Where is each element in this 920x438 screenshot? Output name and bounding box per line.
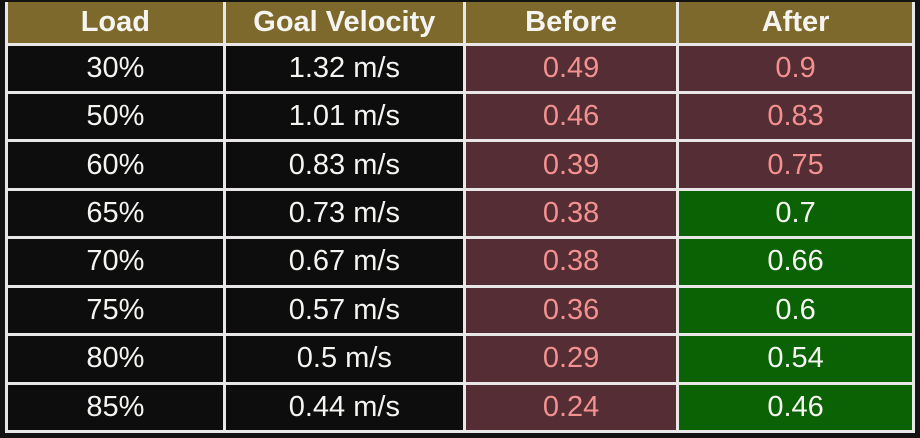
after-cell: 0.7 [676,187,915,240]
table-row: 80% 0.5 m/s 0.29 0.54 [5,333,915,385]
after-cell: 0.9 [676,42,915,94]
before-cell: 0.46 [463,90,680,143]
column-header-after: After [676,2,915,46]
table-row: 50% 1.01 m/s 0.46 0.83 [5,90,915,143]
load-cell: 60% [5,139,226,191]
goal-cell: 0.57 m/s [222,284,467,337]
table-row: 75% 0.57 m/s 0.36 0.6 [5,284,915,337]
table-row: 30% 1.32 m/s 0.49 0.9 [5,42,915,94]
load-cell: 70% [5,236,226,288]
after-cell: 0.46 [676,381,915,434]
table-row: 70% 0.67 m/s 0.38 0.66 [5,236,915,288]
goal-cell: 0.67 m/s [222,236,467,288]
before-cell: 0.38 [463,236,680,288]
goal-cell: 0.44 m/s [222,381,467,434]
before-cell: 0.29 [463,333,680,385]
velocity-table: Load Goal Velocity Before After 30% 1.32… [5,2,915,434]
load-cell: 80% [5,333,226,385]
after-cell: 0.6 [676,284,915,337]
after-cell: 0.66 [676,236,915,288]
table-row: 85% 0.44 m/s 0.24 0.46 [5,381,915,434]
column-header-before: Before [463,2,680,46]
goal-cell: 1.32 m/s [222,42,467,94]
goal-cell: 0.83 m/s [222,139,467,191]
table-header: Load Goal Velocity Before After [5,2,915,46]
column-header-load: Load [5,2,226,46]
load-cell: 65% [5,187,226,240]
load-cell: 50% [5,90,226,143]
before-cell: 0.49 [463,42,680,94]
table-row: 65% 0.73 m/s 0.38 0.7 [5,187,915,240]
header-row: Load Goal Velocity Before After [5,2,915,46]
goal-cell: 1.01 m/s [222,90,467,143]
after-cell: 0.75 [676,139,915,191]
before-cell: 0.36 [463,284,680,337]
load-cell: 75% [5,284,226,337]
after-cell: 0.83 [676,90,915,143]
load-cell: 30% [5,42,226,94]
table-body: 30% 1.32 m/s 0.49 0.9 50% 1.01 m/s 0.46 … [5,42,915,434]
goal-cell: 0.73 m/s [222,187,467,240]
before-cell: 0.39 [463,139,680,191]
goal-cell: 0.5 m/s [222,333,467,385]
before-cell: 0.38 [463,187,680,240]
after-cell: 0.54 [676,333,915,385]
load-cell: 85% [5,381,226,434]
before-cell: 0.24 [463,381,680,434]
column-header-goal-velocity: Goal Velocity [222,2,467,46]
table-row: 60% 0.83 m/s 0.39 0.75 [5,139,915,191]
